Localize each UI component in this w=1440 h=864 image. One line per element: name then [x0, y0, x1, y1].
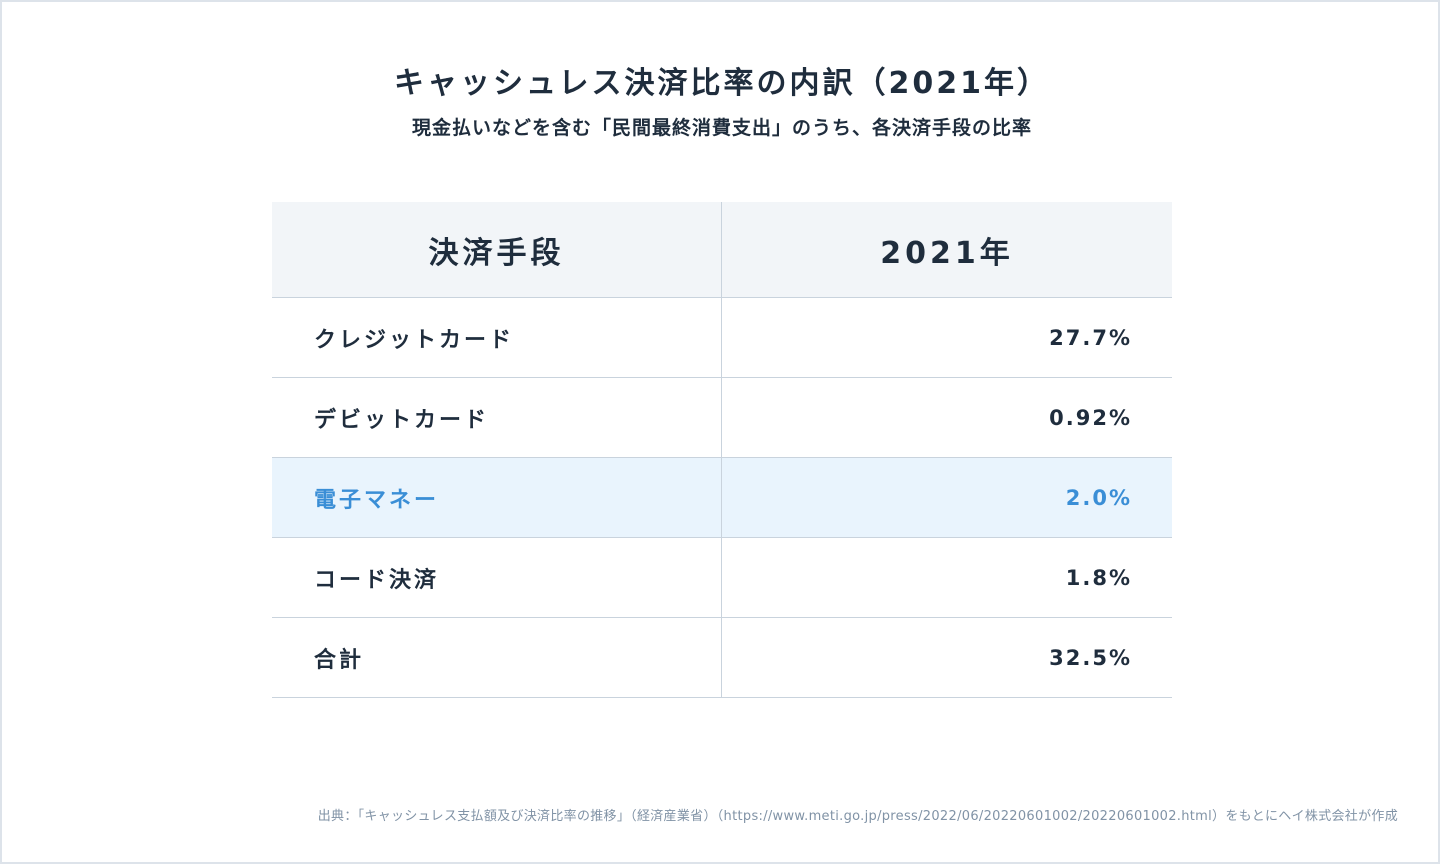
row-method-code-payment: コード決済 — [272, 538, 722, 617]
row-value-credit-card: 27.7% — [1049, 325, 1132, 350]
payment-ratio-table: 決済手段 2021年 クレジットカード 27.7% デビットカード 0.92% … — [272, 202, 1172, 698]
table-row-total: 合計 32.5% — [272, 618, 1172, 698]
header-year: 2021年 — [880, 235, 1014, 271]
row-method-total: 合計 — [272, 618, 722, 697]
table-row-highlighted: 電子マネー 2.0% — [272, 458, 1172, 538]
source-citation: 出典：「キャッシュレス支払額及び決済比率の推移」（経済産業省）（https://… — [317, 809, 1398, 824]
row-value-e-money: 2.0% — [1065, 485, 1132, 510]
table-row: コード決済 1.8% — [272, 538, 1172, 618]
row-method-debit-card: デビットカード — [272, 378, 722, 457]
page-title: キャッシュレス決済比率の内訳（2021年） — [394, 66, 1050, 101]
table-row: クレジットカード 27.7% — [272, 298, 1172, 378]
row-method-credit-card: クレジットカード — [272, 298, 722, 377]
row-value-code-payment: 1.8% — [1065, 565, 1132, 590]
row-value-debit-card: 0.92% — [1049, 405, 1132, 430]
row-value-total: 32.5% — [1049, 645, 1132, 670]
header-method: 決済手段 — [272, 202, 722, 297]
row-method-e-money: 電子マネー — [272, 458, 722, 537]
table-header-row: 決済手段 2021年 — [272, 202, 1172, 298]
table-row: デビットカード 0.92% — [272, 378, 1172, 458]
page-subtitle: 現金払いなどを含む「民間最終消費支出」のうち、各決済手段の比率 — [411, 117, 1032, 139]
